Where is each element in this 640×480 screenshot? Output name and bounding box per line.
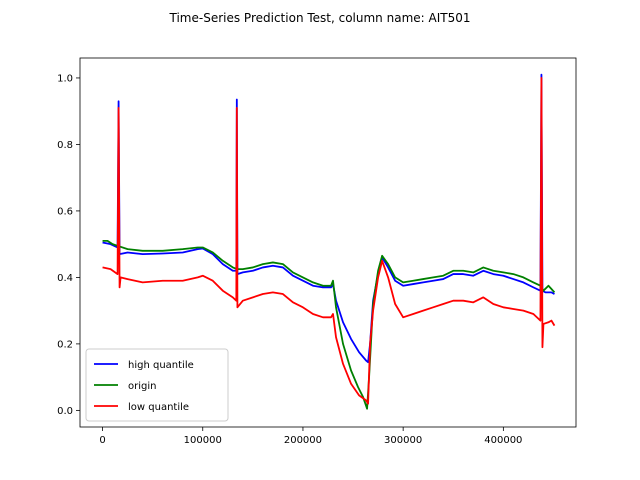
legend-label: high quantile	[128, 360, 194, 371]
y-axis: 0.0 0.2 0.4 0.6 0.8 1.0	[57, 73, 80, 417]
x-tick-label: 300000	[384, 435, 422, 446]
y-tick-label: 0.4	[57, 273, 73, 284]
series-line-1	[102, 73, 555, 364]
y-tick-label: 0.0	[57, 406, 73, 417]
series-layer	[102, 73, 556, 410]
x-tick-label: 200000	[284, 435, 322, 446]
y-tick-label: 1.0	[57, 73, 73, 84]
series-line-2	[102, 239, 556, 410]
y-tick-label: 0.6	[57, 206, 73, 217]
plot-frame	[79, 57, 577, 428]
legend-box	[85, 348, 229, 422]
legend: high quantile origin low quantile	[85, 348, 229, 422]
x-tick-label: 0	[99, 435, 105, 446]
x-tick-label: 400000	[484, 435, 522, 446]
x-axis: 0 100000 200000 300000 400000	[99, 427, 522, 446]
chart-title: Time-Series Prediction Test, column name…	[169, 11, 471, 25]
y-tick-label: 0.8	[57, 140, 73, 151]
legend-label: origin	[128, 381, 156, 392]
legend-label: low quantile	[128, 402, 189, 413]
series-line-3	[102, 77, 556, 405]
y-tick-label: 0.2	[57, 339, 73, 350]
x-tick-label: 100000	[184, 435, 222, 446]
